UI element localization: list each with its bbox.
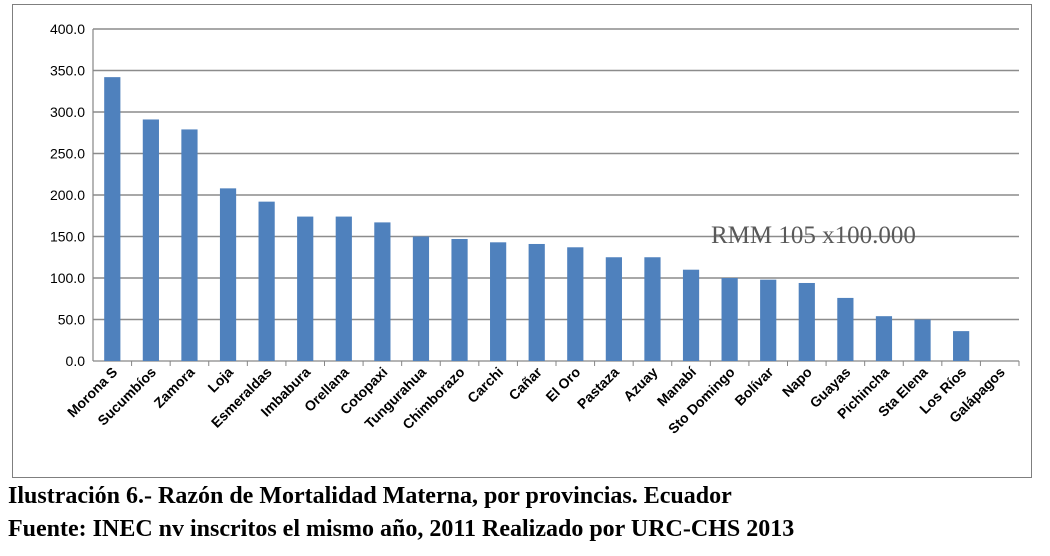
bar — [953, 331, 970, 361]
bar — [412, 236, 430, 361]
x-tick-label: Cañar — [505, 363, 545, 403]
bar — [837, 297, 854, 361]
figure-source: Fuente: INEC nv inscritos el mismo año, … — [8, 516, 795, 542]
bar — [875, 316, 893, 361]
chart-frame: 0.0 50.0 100.0 150.0 200.0 250.0 300.0 350.0 400… — [12, 4, 1032, 478]
bar-chart: 0.0 50.0 100.0 150.0 200.0 250.0 300.0 350.0 400… — [50, 21, 1020, 437]
x-tick-label: Zamora — [151, 364, 198, 411]
x-tick-label: Carchi — [464, 364, 506, 406]
y-tick-label: 150.0 — [50, 229, 85, 245]
bar — [335, 216, 352, 361]
y-tick-label: 350.0 — [50, 63, 85, 79]
annotation-text: RMM 105 x100.000 — [711, 222, 916, 249]
bar — [528, 243, 545, 361]
bar — [567, 247, 584, 361]
bar — [605, 257, 622, 361]
bar — [798, 282, 815, 361]
bar — [644, 257, 661, 361]
y-tick-label: 400.0 — [50, 21, 85, 37]
bar — [142, 119, 159, 361]
x-tick-label: Loja — [204, 364, 236, 396]
x-tick-label: Bolívar — [731, 363, 776, 408]
bar — [374, 222, 391, 361]
bar — [914, 319, 931, 361]
figure-caption: Ilustración 6.- Razón de Mortalidad Mate… — [8, 483, 732, 509]
x-tick-label: Napo — [779, 364, 815, 400]
y-tick-label: 50.0 — [58, 312, 85, 328]
bar — [490, 242, 507, 361]
bar — [181, 129, 198, 361]
bar — [297, 216, 314, 361]
x-tick-label: Pastaza — [574, 364, 622, 412]
bar — [451, 238, 468, 361]
bar — [219, 188, 237, 361]
bar — [760, 279, 777, 361]
bar — [721, 278, 738, 361]
y-tick-label: 0.0 — [66, 353, 86, 369]
y-tick-label: 200.0 — [50, 187, 85, 203]
y-tick-label: 250.0 — [50, 146, 85, 162]
bar — [104, 77, 121, 361]
bar — [258, 201, 275, 361]
y-tick-label: 100.0 — [50, 270, 85, 286]
bar — [682, 269, 700, 361]
y-tick-label: 300.0 — [50, 104, 85, 120]
